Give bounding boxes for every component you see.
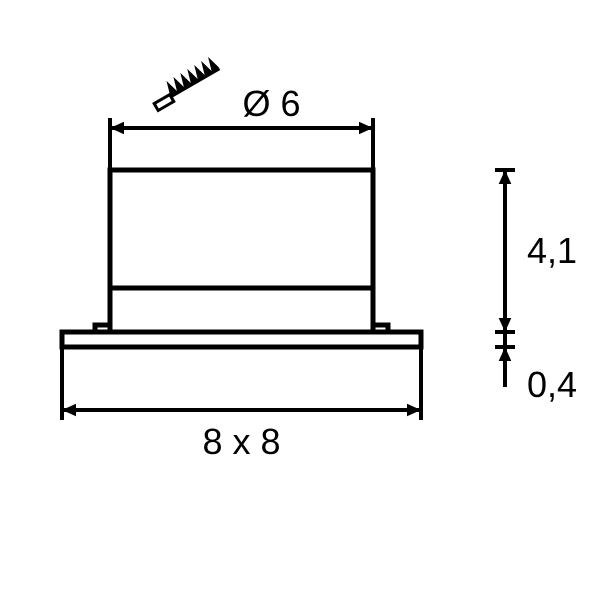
label-bezel: 0,4 — [527, 364, 577, 405]
label-cutout: Ø 6 — [242, 83, 300, 124]
fixture-flange — [62, 332, 421, 347]
label-height: 4,1 — [527, 230, 577, 271]
label-width: 8 x 8 — [202, 421, 280, 462]
notch-right — [373, 325, 388, 332]
notch-left — [95, 325, 110, 332]
fixture-body — [110, 170, 373, 332]
